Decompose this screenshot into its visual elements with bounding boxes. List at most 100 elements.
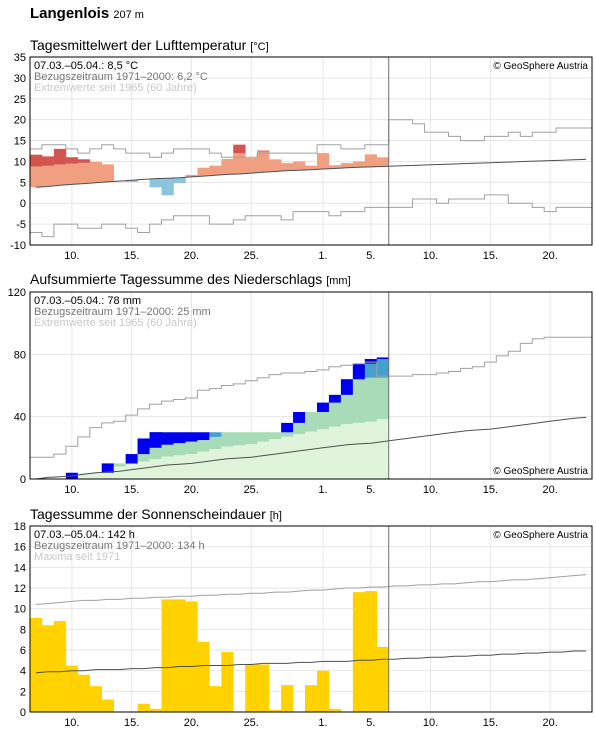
sun-bar — [257, 664, 270, 712]
precip-band-mid — [137, 450, 150, 462]
precip-band-light — [376, 419, 390, 479]
temp-normal-line — [35, 158, 587, 188]
precip-band-mid — [209, 436, 222, 450]
precip-band-mid — [257, 432, 270, 442]
temp-bar — [293, 161, 306, 171]
precip-legend-normal: Bezugszeitraum 1971–2000: 25 mm — [34, 306, 211, 318]
sun-ytick-label: 12 — [14, 583, 26, 595]
sun-ytick-label: 18 — [14, 521, 26, 533]
precip-band-light — [340, 424, 354, 479]
precip-increment — [137, 438, 150, 455]
precip-band-mid — [197, 440, 210, 452]
precip-band-light — [293, 434, 306, 479]
temp-bar — [364, 154, 378, 167]
sun-bar — [101, 699, 115, 712]
temp-xtick-label: 15. — [483, 250, 498, 262]
temp-xtick-label: 5. — [366, 250, 375, 262]
precip-xtick-label: 25. — [244, 484, 259, 496]
sun-bar — [30, 617, 43, 712]
precip-increment — [376, 357, 390, 360]
sun-bar — [316, 670, 330, 712]
sun-ytick-label: 6 — [20, 645, 26, 657]
temp-bar — [340, 163, 354, 168]
temp-bar-anomaly — [30, 154, 43, 167]
sun-bar — [352, 592, 366, 712]
precip-legend-extreme: Extremwerte seit 1965 (60 Jahre) — [34, 317, 197, 329]
sun-ytick-label: 10 — [14, 604, 26, 616]
sun-plot-frame — [29, 525, 593, 713]
temp-bar-anomaly — [233, 144, 246, 154]
precip-increment — [328, 394, 342, 403]
precip-band-mid — [245, 432, 258, 445]
temp-bar — [173, 177, 186, 184]
precip-ytick-label: 80 — [14, 349, 26, 361]
precip-increment — [101, 463, 115, 473]
station-name: Langenlois — [30, 5, 110, 22]
precip-increment — [364, 359, 378, 364]
sun-xtick-label: 20. — [543, 717, 558, 729]
precip-unit: [mm] — [326, 275, 351, 287]
temp-ytick-label: 0 — [20, 198, 26, 210]
precip-increment — [352, 363, 366, 380]
precip-band-mid — [269, 432, 282, 440]
temp-bar — [257, 150, 270, 173]
precip-band-high — [209, 432, 222, 437]
sun-bar — [65, 665, 79, 712]
sun-ytick-label: 0 — [20, 707, 26, 719]
sun-max-line — [35, 574, 587, 605]
precip-band-light — [328, 426, 342, 479]
temp-bar — [305, 165, 318, 170]
temp-copyright: © GeoSphere Austria — [493, 61, 588, 72]
sun-bar — [364, 591, 378, 712]
precip-increment — [149, 432, 162, 439]
precip-band-light — [113, 466, 126, 479]
precip-band-light — [209, 449, 222, 479]
precip-band-light — [352, 422, 366, 479]
sun-bar — [53, 621, 67, 712]
temp-bar-anomaly — [77, 159, 91, 163]
sun-ytick-label: 14 — [14, 562, 26, 574]
sun-xtick-label: 1. — [318, 717, 327, 729]
precip-band-light — [305, 431, 318, 479]
sun-ytick-label: 8 — [20, 624, 26, 636]
temp-bar — [221, 158, 234, 175]
precip-xtick-label: 20. — [184, 484, 199, 496]
sun-bar — [149, 708, 162, 712]
precip-band-mid — [352, 377, 366, 423]
temp-bar — [269, 159, 282, 172]
sun-xtick-label: 20. — [184, 717, 199, 729]
precip-legend-period: 07.03.–05.04.: 78 mm — [34, 295, 141, 307]
precip-normal-line — [35, 416, 587, 480]
sun-ytick-label: 16 — [14, 542, 26, 554]
precip-band-light — [173, 455, 186, 479]
precip-band-light — [221, 446, 234, 479]
precip-band-high — [185, 432, 198, 442]
precip-increment — [125, 454, 138, 464]
precip-title-text: Aufsummierte Tagessumme des Niederschlag… — [30, 271, 323, 287]
precip-band-light — [245, 444, 258, 479]
sun-legend-normal: Bezugszeitraum 1971–2000: 134 h — [34, 540, 205, 552]
temp-bar — [101, 164, 115, 182]
precip-band-light — [233, 445, 246, 479]
precip-xtick-label: 15. — [483, 484, 498, 496]
precip-band-high — [161, 432, 174, 445]
precip-band-light — [149, 459, 162, 479]
precip-band-mid — [376, 377, 390, 420]
temp-bar — [245, 158, 258, 174]
temp-title-text: Tagesmittelwert der Lufttemperatur — [30, 37, 247, 53]
temp-bar — [149, 178, 162, 188]
precip-band-mid — [149, 447, 162, 460]
temp-bar — [65, 157, 79, 185]
precip-band-high — [376, 357, 390, 378]
temp-bar-anomaly — [65, 157, 79, 164]
precip-ytick-label: 40 — [14, 412, 26, 424]
precip-band-mid — [161, 444, 174, 457]
temp-min-line — [30, 194, 592, 238]
temp-title: Tagesmittelwert der Lufttemperatur [°C] — [30, 37, 269, 53]
precip-xtick-label: 10. — [423, 484, 438, 496]
precip-xtick-label: 1. — [318, 484, 327, 496]
sun-bar — [137, 703, 150, 712]
temp-bar — [125, 180, 138, 182]
precip-ytick-label: 0 — [20, 474, 26, 486]
precip-band-light — [137, 461, 150, 479]
